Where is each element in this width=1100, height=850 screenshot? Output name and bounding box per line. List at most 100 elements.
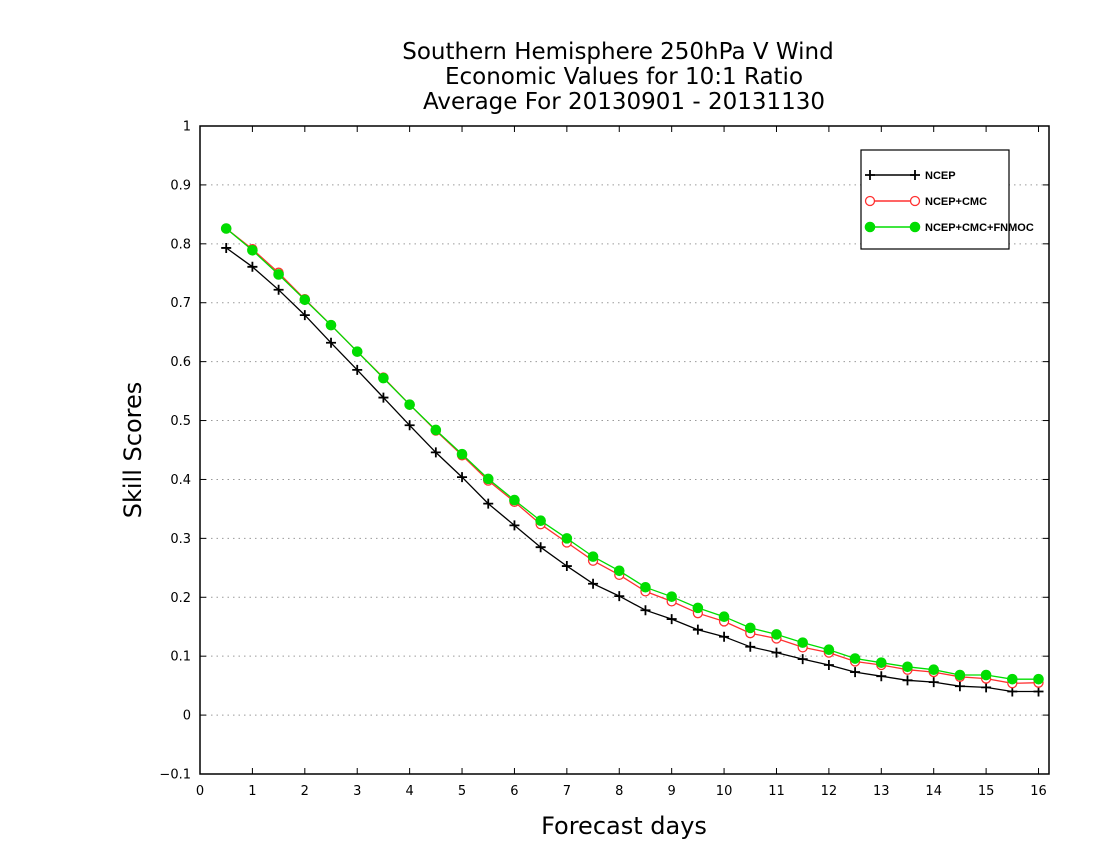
data-point	[718, 611, 730, 623]
data-point	[1007, 673, 1018, 685]
legend-marker	[865, 170, 875, 180]
chart-title-line-2: Economic Values for 10:1 Ratio	[445, 64, 803, 90]
x-tick-label: 5	[458, 784, 466, 799]
data-point	[535, 542, 546, 553]
data-point	[221, 242, 232, 253]
data-point	[719, 631, 730, 642]
y-tick-label: 0.2	[170, 591, 191, 606]
y-axis: −0.1 0 0.1 0.2 0.3 0.4 0.5 0.6 0.7 0.8 0.9 1	[159, 120, 1049, 783]
data-point	[640, 581, 651, 593]
data-point	[692, 602, 704, 614]
y-tick-label: 1	[183, 120, 191, 135]
plot-frame	[199, 125, 1050, 775]
data-point	[404, 420, 415, 431]
data-point	[299, 310, 310, 321]
data-point	[509, 520, 520, 531]
y-tick-label: −0.1	[159, 768, 191, 783]
data-point	[352, 364, 363, 375]
data-point	[850, 667, 861, 678]
x-tick-label: 15	[978, 784, 995, 799]
data-point	[797, 654, 808, 665]
x-tick-label: 14	[925, 784, 942, 799]
x-axis: 0 1 2 3 4 5 6 7 8 9 10 11 12 13 14 15 16	[196, 126, 1047, 799]
legend: NCEP NCEP+CMC NCEP+CMC+FNMOC	[860, 149, 1034, 250]
series-line	[225, 228, 1039, 680]
legend-label: NCEP	[925, 170, 956, 182]
data-point	[273, 284, 284, 295]
x-tick-label: 6	[510, 784, 518, 799]
data-point	[614, 591, 625, 602]
data-point	[981, 682, 992, 693]
grid-lines	[200, 184, 1049, 716]
y-tick-label: 0.8	[170, 237, 191, 252]
x-tick-label: 12	[821, 784, 838, 799]
data-point	[902, 661, 913, 673]
data-point	[220, 223, 232, 234]
x-axis-label: Forecast days	[541, 812, 707, 840]
x-tick-label: 8	[615, 784, 623, 799]
data-point	[561, 561, 572, 572]
legend-marker	[909, 195, 921, 207]
data-point	[482, 473, 494, 485]
data-point	[823, 644, 835, 656]
data-point	[535, 515, 546, 526]
x-tick-label: 16	[1030, 784, 1047, 799]
data-point	[744, 622, 756, 634]
data-point	[1033, 686, 1044, 697]
x-tick-label: 3	[353, 784, 361, 799]
data-point	[613, 565, 625, 577]
y-tick-label: 0.3	[170, 532, 191, 547]
data-point	[457, 472, 468, 483]
data-point	[587, 551, 599, 562]
data-point	[954, 669, 966, 681]
data-point	[351, 346, 363, 357]
data-point	[299, 294, 311, 306]
y-axis-label: Skill Scores	[119, 382, 147, 519]
series-3	[220, 223, 1044, 685]
data-point	[483, 498, 494, 509]
x-tick-label: 0	[196, 784, 204, 799]
y-tick-label: 0	[183, 709, 191, 724]
x-tick-label: 11	[768, 784, 785, 799]
data-point	[771, 629, 782, 640]
data-point	[692, 624, 703, 635]
legend-marker	[909, 221, 921, 233]
data-point	[1033, 673, 1044, 685]
chart-title-line-1: Southern Hemisphere 250hPa V Wind	[402, 39, 833, 65]
data-point	[902, 675, 913, 686]
data-point	[325, 319, 337, 331]
legend-marker	[910, 170, 920, 180]
data-point	[640, 605, 651, 616]
y-tick-label: 0.7	[170, 296, 191, 311]
series-2	[221, 223, 1044, 689]
legend-label: NCEP+CMC+FNMOC	[925, 222, 1034, 234]
series-1	[221, 242, 1044, 697]
data-point	[823, 660, 834, 671]
data-point	[378, 372, 389, 384]
data-point	[666, 591, 677, 602]
series-layer	[220, 223, 1044, 697]
chart-title-line-3: Average For 20130901 - 20131130	[423, 89, 825, 115]
legend-label: NCEP+CMC	[925, 196, 987, 208]
y-tick-label: 0.4	[170, 473, 191, 488]
data-point	[378, 392, 389, 403]
data-point	[430, 447, 441, 458]
data-point	[928, 664, 940, 676]
data-point	[980, 669, 992, 681]
data-point	[771, 647, 782, 658]
x-tick-label: 2	[301, 784, 309, 799]
x-tick-label: 9	[668, 784, 676, 799]
legend-marker	[864, 195, 876, 207]
data-point	[876, 671, 887, 682]
data-point	[954, 681, 965, 692]
x-tick-label: 7	[563, 784, 571, 799]
legend-items: NCEP NCEP+CMC NCEP+CMC+FNMOC	[864, 170, 1034, 234]
data-point	[849, 653, 861, 664]
y-tick-label: 0.5	[170, 414, 191, 429]
data-point	[928, 677, 939, 688]
data-point	[456, 448, 468, 460]
data-point	[404, 399, 415, 410]
series-line	[225, 227, 1039, 684]
x-tick-label: 4	[405, 784, 413, 799]
